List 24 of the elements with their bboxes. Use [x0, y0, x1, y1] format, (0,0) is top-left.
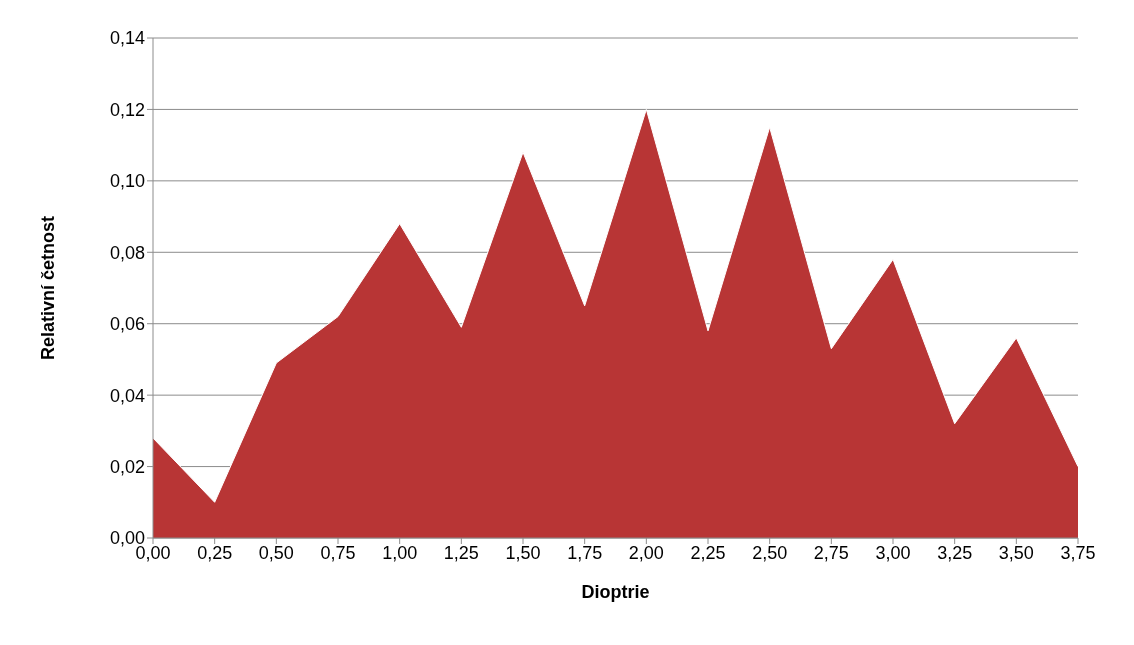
y-tick-label: 0,14 — [109, 28, 145, 49]
x-tick-label: 0,50 — [258, 542, 294, 563]
x-axis-title: Dioptrie — [581, 582, 650, 602]
x-tick-label: 1,75 — [567, 542, 603, 563]
y-tick-label: 0,04 — [109, 385, 145, 406]
x-tick-label: 2,50 — [752, 542, 788, 563]
x-tick-label: 3,75 — [1060, 542, 1096, 563]
y-tick-label: 0,10 — [109, 171, 145, 192]
y-tick-label: 0,06 — [109, 314, 145, 335]
x-tick-label: 3,00 — [875, 542, 911, 563]
x-tick-label: 1,00 — [382, 542, 418, 563]
x-tick-label: 2,75 — [813, 542, 849, 563]
x-tick-label: 1,25 — [443, 542, 479, 563]
y-tick-label: 0,02 — [109, 456, 145, 477]
y-tick-label: 0,08 — [109, 242, 145, 263]
x-tick-label: 2,25 — [690, 542, 726, 563]
x-tick-label: 3,25 — [937, 542, 973, 563]
x-tick-label: 0,25 — [197, 542, 233, 563]
y-tick-label: 0,12 — [109, 99, 145, 120]
x-tick-label: 1,50 — [505, 542, 541, 563]
x-tick-label: 0,75 — [320, 542, 356, 563]
x-tick-label: 2,00 — [628, 542, 664, 563]
y-axis-title: Relativní četnost — [38, 215, 59, 361]
x-tick-label: 3,50 — [998, 542, 1034, 563]
